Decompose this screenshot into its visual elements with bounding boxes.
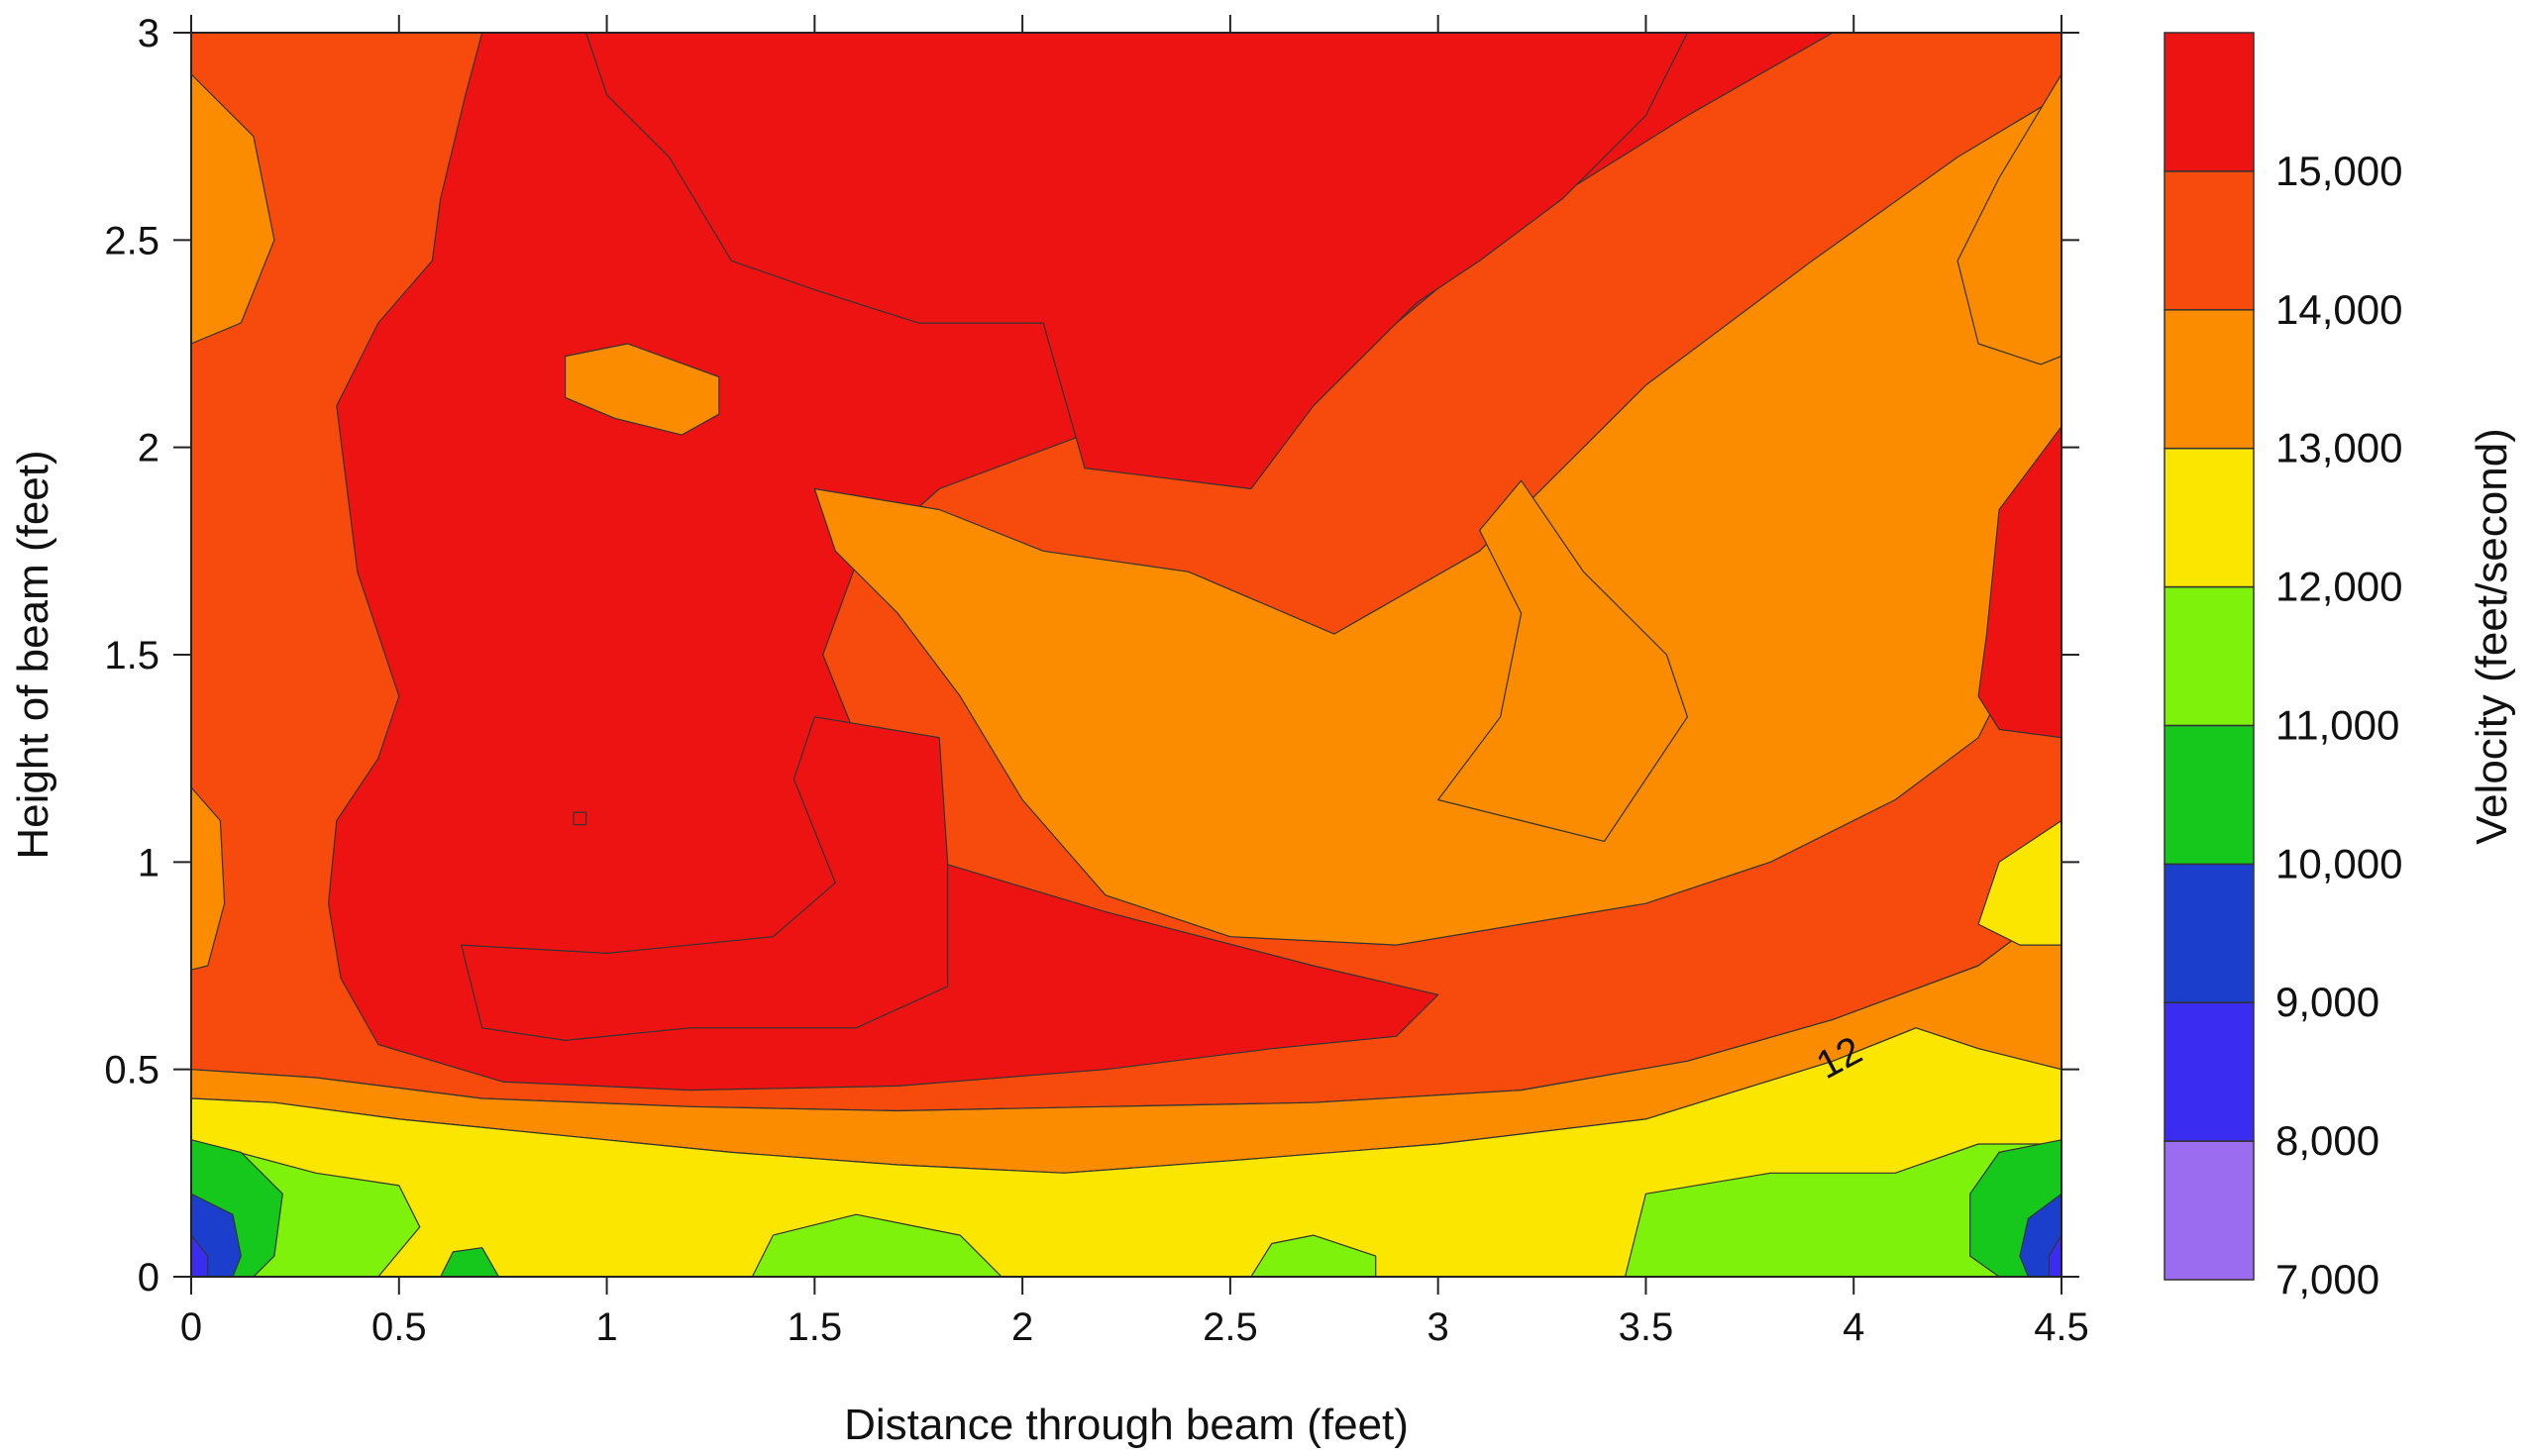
contour-region: [1977, 819, 2061, 946]
colorbar-band: [2164, 32, 2255, 172]
colorbar-tick-label: 14,000: [2275, 286, 2402, 333]
contour-region: [573, 811, 587, 826]
contour-region: [461, 716, 949, 1041]
colorbar-band: [2164, 170, 2255, 311]
x-tick-label: 4.5: [2034, 1305, 2089, 1349]
x-axis-ticks: 0 0.5 1 1.5 2 2.5 3 3.5 4 4.5: [180, 15, 2089, 1349]
colorbar-band: [2164, 585, 2255, 727]
x-tick-label: 1: [595, 1305, 617, 1349]
y-tick-label: 2: [138, 427, 159, 470]
y-tick-label: 2.5: [104, 219, 159, 262]
contour-region: [191, 1027, 2061, 1277]
colorbar-band: [2164, 724, 2255, 866]
contour-region: [191, 73, 275, 345]
colorbar: 7,000 8,000 9,000 10,000 11,000 12,000 13,000 1…: [2164, 32, 2402, 1302]
colorbar-band: [2164, 1140, 2255, 1281]
contour-region: [751, 1213, 1003, 1277]
colorbar-band: [2164, 447, 2255, 588]
colorbar-tick-label: 11,000: [2275, 701, 2399, 748]
y-tick-label: 1: [138, 841, 159, 884]
contour-region: [813, 94, 2061, 946]
x-tick-label: 0.5: [371, 1305, 427, 1349]
contour-regions: [191, 33, 2061, 1277]
colorbar-tick-label: 7,000: [2275, 1256, 2379, 1302]
contour-region: [191, 1234, 209, 1277]
colorbar-band: [2164, 863, 2255, 1003]
contour-region: [1250, 1234, 1377, 1277]
x-tick-label: 2: [1011, 1305, 1033, 1349]
x-tick-label: 3.5: [1619, 1305, 1674, 1349]
colorbar-tick-label: 13,000: [2275, 425, 2402, 471]
colorbar-tick-label: 10,000: [2275, 840, 2402, 886]
x-tick-label: 0: [180, 1305, 202, 1349]
x-tick-label: 3: [1427, 1305, 1449, 1349]
colorbar-tick-label: 9,000: [2275, 979, 2379, 1025]
y-axis-title: Height of beam (feet): [9, 450, 57, 859]
contour-region: [585, 33, 1688, 490]
x-tick-label: 2.5: [1203, 1305, 1258, 1349]
colorbar-tick-label: 8,000: [2275, 1117, 2379, 1164]
contour-region: [565, 343, 720, 436]
contour-region: [1956, 73, 2061, 365]
colorbar-tick-label: 12,000: [2275, 564, 2402, 610]
x-axis-title: Distance through beam (feet): [844, 1401, 1409, 1449]
contour-region: [1624, 1143, 2061, 1277]
x-tick-label: 4: [1843, 1305, 1864, 1349]
y-axis-ticks: 0 0.5 1 1.5 2 2.5 3: [104, 12, 2079, 1300]
colorbar-title: Velocity (feet/second): [2468, 428, 2516, 845]
x-tick-label: 1.5: [788, 1305, 843, 1349]
contour-region: [440, 1247, 500, 1277]
contour-region: [1437, 479, 1688, 842]
contour-region: [1977, 426, 2061, 739]
y-tick-label: 0: [138, 1256, 159, 1300]
colorbar-band: [2164, 309, 2255, 450]
contour-region: [2048, 1234, 2061, 1277]
y-tick-label: 0.5: [104, 1049, 159, 1092]
y-tick-label: 3: [138, 12, 159, 55]
colorbar-band: [2164, 1001, 2255, 1142]
colorbar-tick-label: 15,000: [2275, 148, 2402, 194]
contour-region: [191, 786, 226, 971]
y-tick-label: 1.5: [104, 634, 159, 677]
